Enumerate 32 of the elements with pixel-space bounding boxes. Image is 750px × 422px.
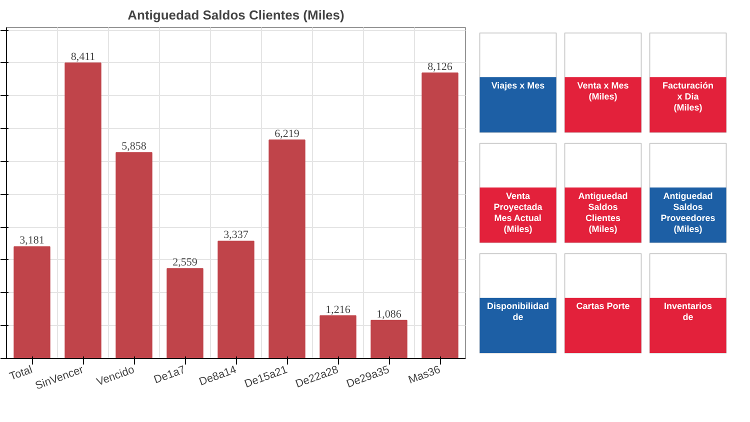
data-label: 2,559: [172, 256, 198, 269]
text: Antiguedad Saldos Clientes (Miles): [578, 190, 628, 234]
x-tick-label: Vencido: [95, 364, 136, 389]
bar: [422, 72, 458, 358]
data-label: 3,181: [20, 234, 44, 247]
bar: [14, 246, 50, 358]
text: Disponibilidad de: [487, 301, 549, 322]
chart-title: Antiguedad Saldos Clientes (Miles): [128, 8, 344, 22]
text: Cartas Porte: [576, 301, 630, 312]
bar: [166, 268, 204, 358]
bar: [320, 315, 356, 358]
data-label: 1,086: [376, 308, 402, 320]
text: Venta Proyectada Mes Actual (Miles): [494, 190, 544, 234]
data-label: 8,126: [428, 60, 453, 73]
data-label: 3,337: [224, 229, 249, 242]
text: Viajes x Mes: [491, 80, 545, 90]
data-label: 5,858: [122, 140, 147, 153]
x-tick-label: Mas36: [406, 364, 442, 386]
data-label: 8,411: [70, 50, 96, 63]
bar: [268, 139, 306, 358]
bar: [116, 152, 152, 358]
bar: [218, 240, 254, 358]
text: Antiguedad Saldos Proveedores (Miles): [660, 190, 716, 234]
x-tick-label: Total: [8, 364, 34, 384]
text: Venta x Mes (Miles): [577, 80, 629, 102]
data-label: 1,216: [326, 304, 351, 316]
data-label: 6,219: [274, 128, 300, 140]
bar: [64, 62, 102, 358]
text: Facturación x Dia (Miles): [662, 80, 714, 112]
x-tick-label: De1a7: [152, 364, 188, 386]
text: Inventarios de: [664, 301, 712, 322]
bar: [370, 320, 408, 358]
